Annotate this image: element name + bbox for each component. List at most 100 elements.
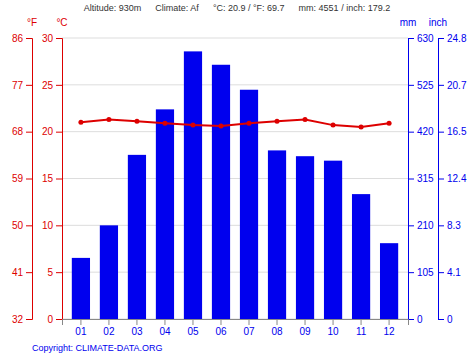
tick-label: 11 [356, 326, 367, 337]
tick-label: 08 [271, 326, 283, 337]
tick: 16.5 [438, 126, 467, 137]
tick-label: 15 [42, 173, 54, 184]
bar [380, 243, 398, 319]
tick-mark [136, 319, 137, 325]
tick: 41 [12, 267, 32, 278]
x-axis: 010203040506070809101112 [63, 319, 409, 337]
tick-mark [249, 319, 250, 325]
tick-mark [277, 319, 278, 325]
tick-label: 12.4 [447, 173, 467, 184]
tick-mark [408, 225, 414, 226]
tick-label: 12 [384, 326, 396, 337]
axis-label: °F [27, 17, 37, 28]
bar [212, 65, 230, 319]
bar [156, 109, 174, 319]
marker [162, 121, 167, 126]
tick-label: 25 [42, 80, 54, 91]
tick: 77 [12, 80, 32, 91]
tick-mark [220, 319, 221, 325]
bar [268, 150, 286, 319]
tick: 10 [327, 319, 339, 337]
tick-mark [26, 85, 32, 86]
tick-label: 77 [12, 80, 24, 91]
marker [359, 124, 364, 129]
tick-mark [26, 225, 32, 226]
tick-label: 210 [417, 220, 434, 231]
tick-mark [26, 272, 32, 273]
tick-label: 4.1 [447, 267, 461, 278]
grid-line [62, 84, 408, 85]
tick-mark [408, 38, 414, 39]
tick-label: 0 [47, 314, 53, 325]
tick-mark [164, 319, 165, 325]
tick-mark [438, 85, 444, 86]
axis-line [439, 39, 445, 320]
marker [134, 119, 139, 124]
tick-mark [305, 319, 306, 325]
tick: 03 [131, 319, 143, 337]
tick-mark [438, 179, 444, 180]
annotation: Climate: Af [155, 3, 199, 13]
marker [78, 120, 83, 125]
tick-label: 20.7 [447, 80, 467, 91]
tick-label: 06 [215, 326, 227, 337]
tick: 20.7 [438, 80, 467, 91]
tick-mark [80, 319, 81, 325]
tick: 24.8 [438, 33, 467, 44]
tick: 25 [42, 80, 62, 91]
grid [62, 38, 408, 319]
tick: 01 [75, 319, 87, 337]
tick: 68 [12, 126, 32, 137]
tick-label: 24.8 [447, 33, 467, 44]
tick-mark [56, 225, 62, 226]
annotation: °C: 20.9 / °F: 69.7 [213, 3, 285, 13]
tick: 11 [356, 319, 367, 337]
tick-mark [26, 132, 32, 133]
axis-line [56, 39, 63, 320]
tick-mark [438, 272, 444, 273]
marker [331, 123, 336, 128]
tick: 20 [42, 126, 62, 137]
axis-line [26, 39, 33, 320]
axis-line [409, 39, 415, 320]
tick-mark [56, 38, 62, 39]
tick-label: 420 [417, 126, 434, 137]
y4-axis: 04.18.312.416.520.724.8 [438, 33, 467, 325]
tick: 315 [408, 173, 434, 184]
tick-label: 10 [42, 220, 54, 231]
line [81, 119, 389, 126]
bar [324, 161, 342, 319]
tick-mark [56, 272, 62, 273]
tick: 04 [159, 319, 171, 337]
tick: 12.4 [438, 173, 467, 184]
tick-label: 32 [12, 314, 24, 325]
axis-label: °C [56, 17, 67, 28]
tick-mark [438, 38, 444, 39]
tick-mark [408, 179, 414, 180]
tick-mark [389, 319, 390, 325]
tick: 32 [12, 314, 32, 325]
tick-mark [438, 132, 444, 133]
tick-label: 0 [417, 314, 423, 325]
tick-mark [108, 319, 109, 325]
axis-label: mm [400, 17, 417, 28]
tick-label: 10 [327, 326, 339, 337]
tick: 630 [408, 33, 434, 44]
marker [106, 117, 111, 122]
tick: 105 [408, 267, 434, 278]
tick-mark [438, 319, 444, 320]
marker [275, 119, 280, 124]
bar [296, 156, 314, 319]
bar [184, 51, 202, 319]
tick-mark [438, 225, 444, 226]
tick: 4.1 [438, 267, 461, 278]
marker [303, 117, 308, 122]
tick-label: 315 [417, 173, 434, 184]
tick: 86 [12, 33, 32, 44]
tick-label: 8.3 [447, 220, 461, 231]
bar [100, 225, 118, 319]
tick-mark [26, 319, 32, 320]
tick: 12 [384, 319, 396, 337]
tick-mark [56, 132, 62, 133]
tick-label: 86 [12, 33, 24, 44]
